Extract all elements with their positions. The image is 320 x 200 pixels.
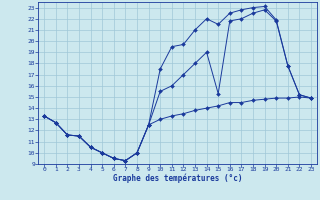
- X-axis label: Graphe des températures (°c): Graphe des températures (°c): [113, 174, 242, 183]
